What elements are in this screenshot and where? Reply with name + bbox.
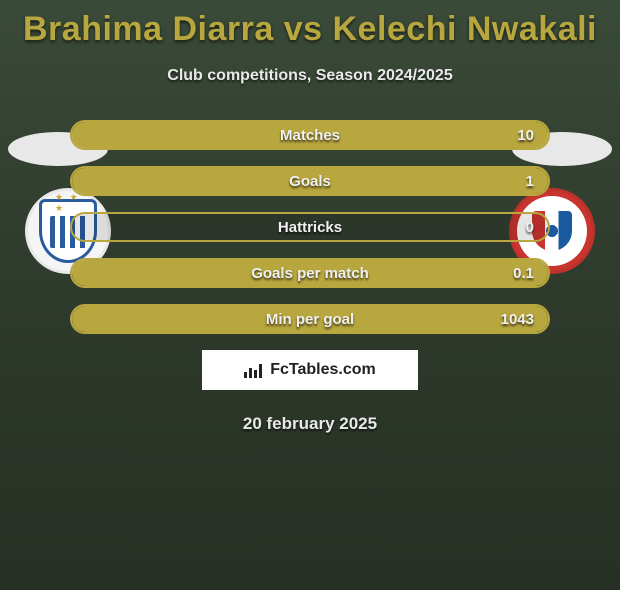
stat-label: Goals bbox=[289, 173, 331, 190]
stat-row-hattricks: Hattricks 0 bbox=[70, 212, 550, 242]
brand-text: FcTables.com bbox=[270, 361, 376, 379]
stat-value-right: 1043 bbox=[501, 311, 534, 328]
stat-value-right: 0 bbox=[526, 219, 534, 236]
stat-row-matches: Matches 10 bbox=[70, 120, 550, 150]
page-title: Brahima Diarra vs Kelechi Nwakali bbox=[0, 10, 620, 49]
brand-box[interactable]: FcTables.com bbox=[202, 350, 418, 390]
stat-value-right: 10 bbox=[517, 127, 534, 144]
date-text: 20 february 2025 bbox=[0, 414, 620, 434]
stat-row-mpg: Min per goal 1043 bbox=[70, 304, 550, 334]
stat-row-gpm: Goals per match 0.1 bbox=[70, 258, 550, 288]
stat-label: Goals per match bbox=[251, 265, 369, 282]
stat-value-right: 0.1 bbox=[513, 265, 534, 282]
stat-label: Hattricks bbox=[278, 219, 342, 236]
bar-chart-icon bbox=[244, 362, 264, 378]
stat-value-right: 1 bbox=[526, 173, 534, 190]
subtitle: Club competitions, Season 2024/2025 bbox=[0, 67, 620, 85]
stat-label: Min per goal bbox=[266, 311, 354, 328]
stats-container: Matches 10 Goals 1 Hattricks 0 Goals per… bbox=[70, 120, 550, 334]
stat-row-goals: Goals 1 bbox=[70, 166, 550, 196]
stat-label: Matches bbox=[280, 127, 340, 144]
